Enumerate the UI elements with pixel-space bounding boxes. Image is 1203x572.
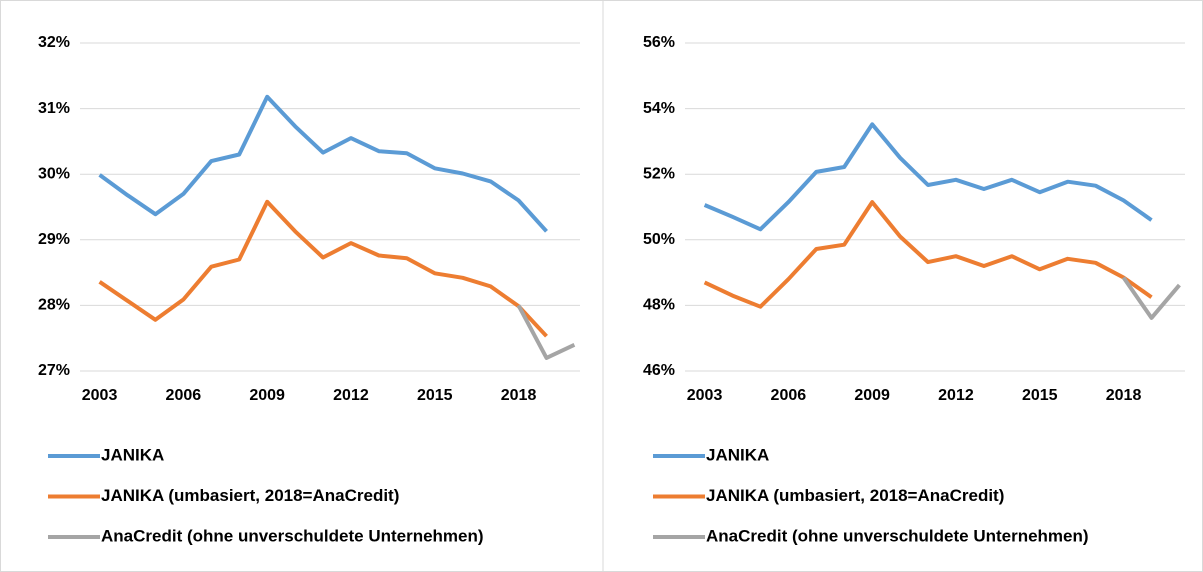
x-tick-label: 2015 (417, 387, 453, 404)
y-tick-label: 32% (38, 34, 70, 51)
y-tick-label: 54% (643, 100, 675, 117)
series-line (98, 199, 548, 338)
series-line (703, 200, 1153, 309)
legend-label: JANIKA (umbasiert, 2018=AnaCredit) (706, 486, 1004, 505)
x-tick-label: 2009 (854, 387, 890, 404)
x-tick-label: 2006 (771, 387, 807, 404)
x-tick-label: 2006 (166, 387, 202, 404)
y-tick-label: 27% (38, 362, 70, 379)
y-tick-label: 48% (643, 297, 675, 314)
x-tick-label: 2003 (687, 387, 723, 404)
legend-label: JANIKA (umbasiert, 2018=AnaCredit) (101, 486, 399, 505)
x-tick-label: 2015 (1022, 387, 1058, 404)
legend-label: AnaCredit (ohne unverschuldete Unternehm… (101, 526, 484, 545)
x-tick-label: 2012 (938, 387, 974, 404)
y-tick-label: 56% (643, 34, 675, 51)
y-tick-label: 46% (643, 362, 675, 379)
series-line (98, 94, 548, 233)
y-tick-label: 50% (643, 231, 675, 248)
y-tick-label: 52% (643, 165, 675, 182)
x-tick-label: 2009 (249, 387, 285, 404)
y-tick-label: 30% (38, 165, 70, 182)
y-tick-label: 28% (38, 297, 70, 314)
series-line (1121, 276, 1181, 320)
x-tick-label: 2012 (333, 387, 369, 404)
legend-label: AnaCredit (ohne unverschuldete Unternehm… (706, 526, 1089, 545)
y-tick-label: 29% (38, 231, 70, 248)
series-line (703, 122, 1153, 232)
legend-label: JANIKA (706, 445, 769, 464)
x-tick-label: 2018 (1106, 387, 1142, 404)
y-tick-label: 31% (38, 100, 70, 117)
series-line (516, 304, 576, 360)
x-tick-label: 2018 (501, 387, 537, 404)
legend-label: JANIKA (101, 445, 164, 464)
x-tick-label: 2003 (82, 387, 118, 404)
